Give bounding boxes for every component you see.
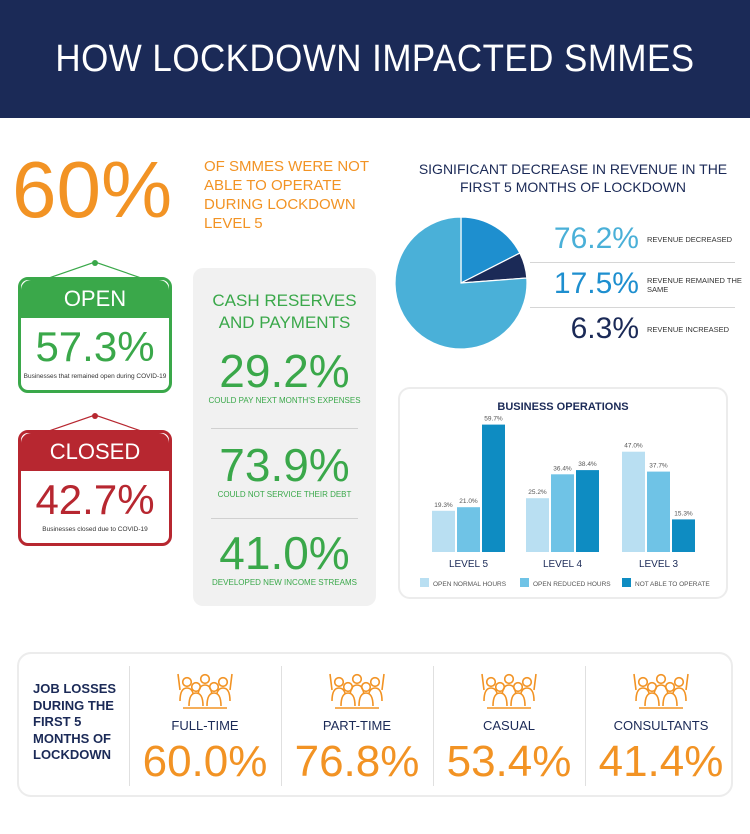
cash-title: CASH RESERVES AND PAYMENTS [212, 291, 357, 332]
bar [526, 498, 549, 552]
job-loss-item: FULL-TIME 60.0% [130, 664, 280, 789]
bar [482, 424, 505, 552]
revenue-value: 76.2% [553, 222, 639, 255]
bar [622, 451, 645, 552]
cash-stat-value: 73.9% [219, 439, 350, 491]
bar [457, 507, 480, 552]
open-value: 57.3% [35, 323, 155, 370]
job-loss-item: CONSULTANTS 41.4% [586, 664, 736, 789]
job-type: CONSULTANTS [613, 718, 709, 733]
cash-stat-label: COULD PAY NEXT MONTH'S EXPENSES [208, 396, 361, 405]
intro-text: OF SMMES WERE NOT ABLE TO OPERATE DURING… [204, 158, 369, 232]
revenue-label: REVENUE REMAINED THE SAME [647, 276, 742, 294]
open-sign: OPEN 57.3% Businesses that remained open… [18, 260, 172, 393]
bar-value-label: 15.3% [674, 510, 693, 517]
cash-stat-label: COULD NOT SERVICE THEIR DEBT [217, 490, 352, 499]
category-label: LEVEL 3 [639, 559, 679, 570]
revenue-value: 17.5% [553, 267, 639, 300]
divider [530, 307, 735, 308]
open-label: OPEN [21, 280, 169, 318]
cash-stat-label: DEVELOPED NEW INCOME STREAMS [212, 578, 357, 587]
revenue-title: SIGNIFICANT DECREASE IN REVENUE IN THE F… [418, 161, 728, 195]
business-operations-panel: BUSINESS OPERATIONS 19.3% 21.0% 59.7% LEVEL… [398, 387, 728, 599]
divider [433, 666, 434, 786]
pie-slice [460, 216, 521, 284]
job-loss-item: PART-TIME 76.8% [282, 664, 432, 789]
divider [585, 666, 586, 786]
pie-slice [394, 216, 528, 350]
bar-value-label: 36.4% [553, 465, 572, 472]
legend-swatch [420, 578, 429, 587]
closed-sign: CLOSED 42.7% Businesses closed due to CO… [18, 413, 172, 546]
job-type: PART-TIME [322, 718, 392, 733]
job-loss-value: 53.4% [446, 737, 572, 786]
legend-label: OPEN NORMAL HOURS [433, 581, 507, 588]
job-loss-value: 76.8% [294, 737, 420, 786]
job-type: CASUAL [482, 718, 536, 733]
bar [551, 474, 574, 552]
closed-label: CLOSED [21, 433, 169, 471]
job-loss-item: CASUAL 53.4% [434, 664, 584, 789]
legend-swatch [520, 578, 529, 587]
legend-swatch [622, 578, 631, 587]
closed-value: 42.7% [35, 476, 155, 523]
bar [672, 519, 695, 552]
bar-value-label: 37.7% [649, 463, 668, 470]
people-group-icon [481, 673, 537, 709]
revenue-label: REVENUE INCREASED [647, 325, 730, 334]
job-loss-value: 41.4% [598, 737, 724, 786]
job-losses-panel: JOB LOSSES DURING THE FIRST 5 MONTHS OF … [17, 652, 733, 797]
category-label: LEVEL 5 [449, 559, 489, 570]
category-label: LEVEL 4 [543, 559, 583, 570]
revenue-pie-chart [394, 216, 528, 350]
job-losses-label: JOB LOSSES DURING THE FIRST 5 MONTHS OF … [33, 681, 117, 762]
business-operations-chart: 19.3% 21.0% 59.7% LEVEL 5 25.2% 36.4% 38.4% LEV… [420, 416, 710, 588]
people-group-icon [329, 673, 385, 709]
people-group-icon [633, 673, 689, 709]
legend-label: OPEN REDUCED HOURS [533, 581, 611, 588]
closed-note: Businesses closed due to COVID-19 [42, 526, 148, 533]
cash-stat-value: 41.0% [219, 527, 350, 579]
page-title: HOW LOCKDOWN IMPACTED SMMES [55, 38, 695, 80]
bar-value-label: 47.0% [624, 443, 643, 450]
divider [211, 428, 358, 429]
bar [647, 471, 670, 552]
divider [530, 262, 735, 263]
sign-hanger-icon [43, 413, 147, 433]
divider [129, 666, 130, 786]
cash-stat: 41.0% DEVELOPED NEW INCOME STREAMS [203, 528, 366, 587]
revenue-label: REVENUE DECREASED [647, 235, 733, 244]
bar-value-label: 25.2% [528, 489, 547, 496]
bar-value-label: 38.4% [578, 461, 597, 468]
bar [432, 510, 455, 552]
bar-value-label: 21.0% [459, 498, 478, 505]
cash-stat: 73.9% COULD NOT SERVICE THEIR DEBT [203, 440, 366, 499]
bar-value-label: 19.3% [434, 502, 453, 509]
cash-stat-value: 29.2% [219, 345, 350, 397]
divider [211, 518, 358, 519]
bar [576, 470, 599, 552]
job-type: FULL-TIME [171, 718, 239, 733]
people-group-icon [177, 673, 233, 709]
job-loss-value: 60.0% [142, 737, 268, 786]
sign-hanger-icon [43, 260, 147, 280]
ops-chart-title: BUSINESS OPERATIONS [497, 401, 629, 413]
cash-stat: 29.2% COULD PAY NEXT MONTH'S EXPENSES [203, 346, 366, 405]
divider [281, 666, 282, 786]
bar-value-label: 59.7% [484, 416, 503, 423]
intro-percentage: 60% [12, 145, 173, 234]
revenue-value: 6.3% [570, 312, 639, 345]
legend-label: NOT ABLE TO OPERATE [635, 581, 710, 588]
open-note: Businesses that remained open during COV… [23, 373, 167, 380]
header-banner: HOW LOCKDOWN IMPACTED SMMES [0, 0, 750, 118]
cash-reserves-panel: CASH RESERVES AND PAYMENTS 29.2% COULD P… [193, 268, 376, 606]
